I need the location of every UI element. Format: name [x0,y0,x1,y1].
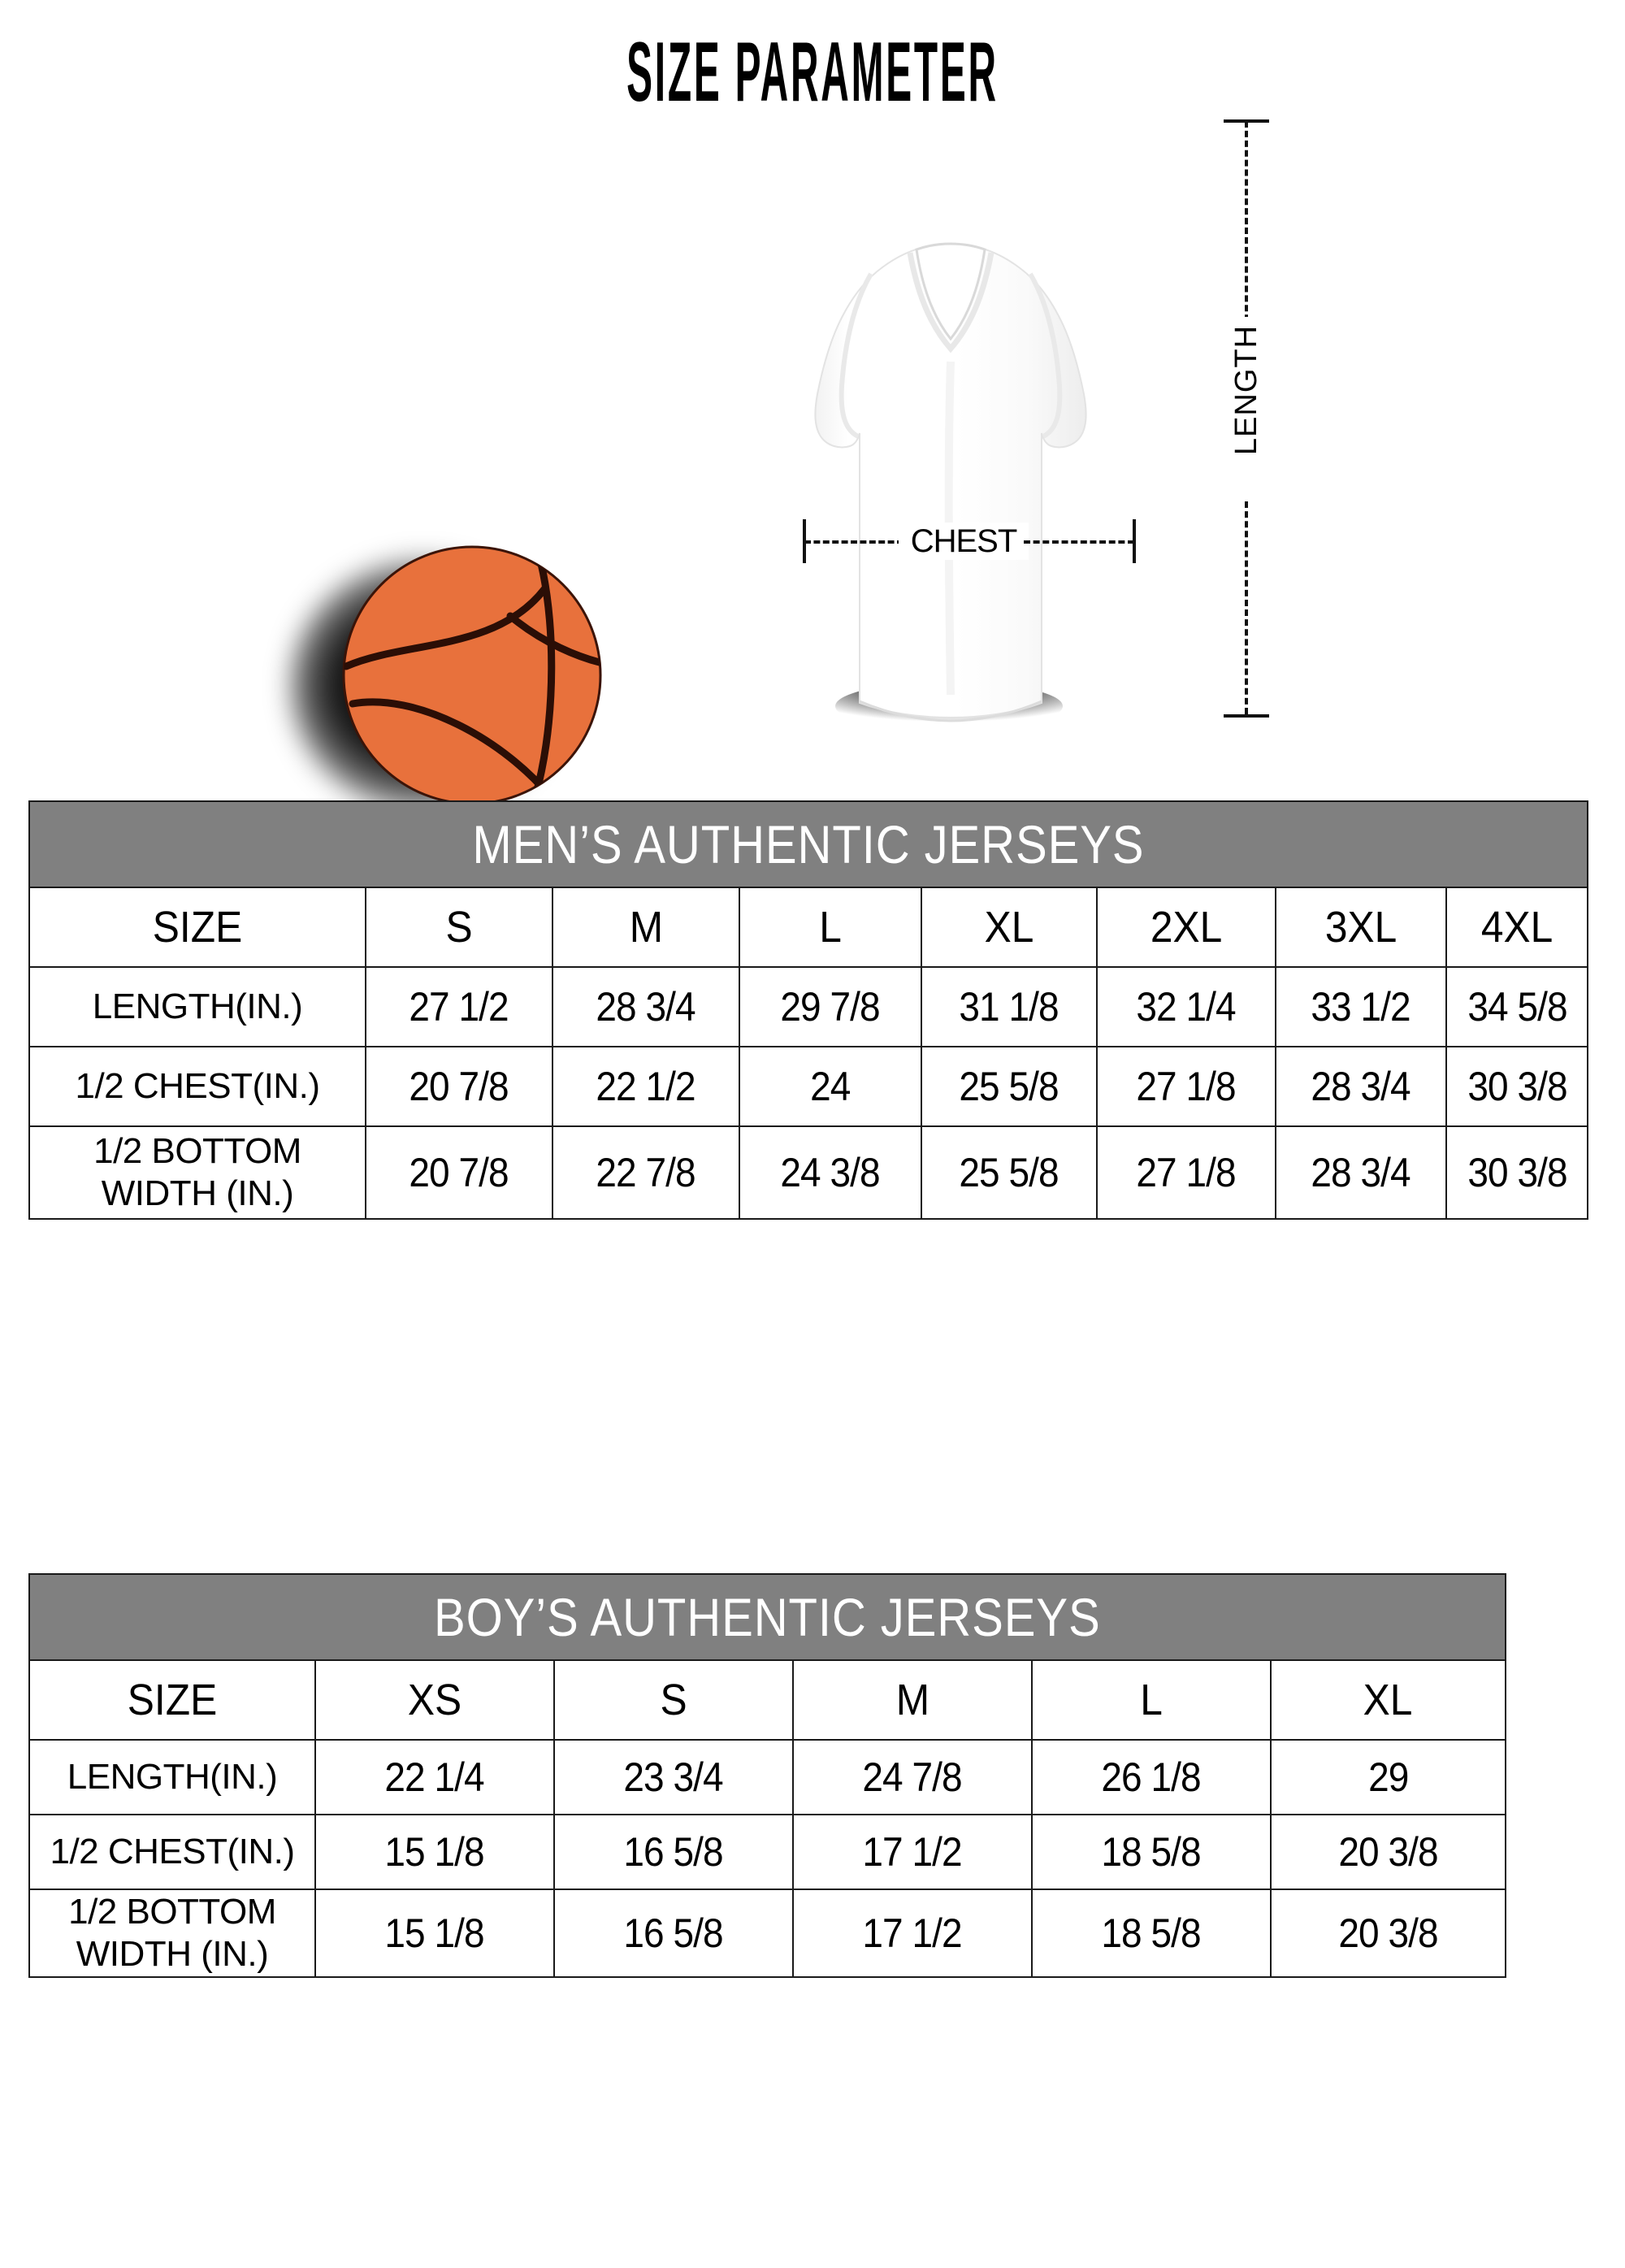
boys-header-row: SIZE XS S M L XL [28,1659,1507,1741]
table-row: LENGTH(IN.) 27 1/2 28 3/4 29 7/8 31 1/8 … [28,966,1589,1047]
mens-length-3xl: 33 1/2 [1275,966,1447,1047]
mens-header-row: SIZE S M L XL 2XL 3XL 4XL [28,887,1589,968]
jersey-svg [814,242,1087,731]
mens-length-m: 28 3/4 [552,966,740,1047]
boys-chest-l: 18 5/8 [1031,1814,1272,1890]
boys-chest-m: 17 1/2 [792,1814,1033,1890]
table-row: 1/2 CHEST(IN.) 20 7/8 22 1/2 24 25 5/8 2… [28,1046,1589,1127]
page-title: SIZE PARAMETER [626,25,999,119]
mens-length-2xl: 32 1/4 [1096,966,1276,1047]
boys-row-label-length: LENGTH(IN.) [28,1739,316,1815]
table-row: 1/2 CHEST(IN.) 15 1/8 16 5/8 17 1/2 18 5… [28,1814,1507,1890]
basketball-jersey-icon [780,102,1121,784]
mens-row-label-chest: 1/2 CHEST(IN.) [28,1046,366,1127]
basketball-svg [342,545,602,805]
mens-length-l: 29 7/8 [739,966,922,1047]
boys-chest-xl: 20 3/8 [1269,1814,1507,1890]
boys-bottom-xl: 20 3/8 [1269,1889,1507,1978]
chest-line-left [804,540,904,544]
mens-chest-l: 24 [739,1046,922,1127]
mens-col-xl: XL [921,887,1098,968]
boys-col-xl: XL [1269,1659,1507,1741]
mens-chest-s: 20 7/8 [365,1046,553,1127]
chest-cap-right [1133,519,1136,563]
boys-col-l: L [1031,1659,1272,1741]
boys-col-s: S [553,1659,794,1741]
mens-bottom-l: 24 3/8 [739,1125,922,1220]
boys-length-m: 24 7/8 [792,1739,1033,1815]
mens-bottom-2xl: 27 1/8 [1096,1125,1276,1220]
length-dimension: LENGTH [1202,111,1300,753]
boys-band-row: BOY’S AUTHENTIC JERSEYS [28,1573,1507,1661]
chest-line-right [1024,540,1134,544]
boys-chest-xs: 15 1/8 [314,1814,555,1890]
mens-length-s: 27 1/2 [365,966,553,1047]
boys-row-label-chest: 1/2 CHEST(IN.) [28,1814,316,1890]
mens-chest-4xl: 30 3/8 [1445,1046,1589,1127]
chest-dimension: CHEST [798,516,1139,566]
mens-col-size: SIZE [28,887,366,968]
length-line-top [1245,121,1248,340]
mens-band-row: MEN’S AUTHENTIC JERSEYS [28,800,1589,888]
mens-length-4xl: 34 5/8 [1445,966,1589,1047]
boys-bottom-l: 18 5/8 [1031,1889,1272,1978]
basketball-icon [291,544,634,853]
mens-bottom-3xl: 28 3/4 [1275,1125,1447,1220]
mens-bottom-m: 22 7/8 [552,1125,740,1220]
mens-length-xl: 31 1/8 [921,966,1098,1047]
mens-bottom-4xl: 30 3/8 [1445,1125,1589,1220]
boys-bottom-m: 17 1/2 [792,1889,1033,1978]
table-row: 1/2 BOTTOM WIDTH (IN.) 20 7/8 22 7/8 24 … [28,1125,1589,1220]
mens-chest-3xl: 28 3/4 [1275,1046,1447,1127]
mens-chest-m: 22 1/2 [552,1046,740,1127]
mens-col-2xl: 2XL [1096,887,1276,968]
boys-bottom-s: 16 5/8 [553,1889,794,1978]
table-row: 1/2 BOTTOM WIDTH (IN.) 15 1/8 16 5/8 17 … [28,1889,1507,1978]
boys-length-xl: 29 [1269,1739,1507,1815]
boys-length-l: 26 1/8 [1031,1739,1272,1815]
mens-bottom-s: 20 7/8 [365,1125,553,1220]
length-line-bottom [1245,501,1248,714]
mens-col-4xl: 4XL [1445,887,1589,968]
boys-chest-s: 16 5/8 [553,1814,794,1890]
mens-band-title: MEN’S AUTHENTIC JERSEYS [28,800,1589,888]
mens-col-l: L [739,887,922,968]
boys-col-size: SIZE [28,1659,316,1741]
illustration-area: CHEST LENGTH [0,119,1625,813]
boys-col-m: M [792,1659,1033,1741]
chest-label: CHEST [899,523,1029,560]
mens-chest-2xl: 27 1/8 [1096,1046,1276,1127]
length-cap-bottom [1224,714,1269,718]
boys-band-title: BOY’S AUTHENTIC JERSEYS [28,1573,1507,1661]
boys-length-s: 23 3/4 [553,1739,794,1815]
mens-bottom-xl: 25 5/8 [921,1125,1098,1220]
boys-bottom-xs: 15 1/8 [314,1889,555,1978]
mens-size-table: MEN’S AUTHENTIC JERSEYS SIZE S M L XL 2X… [28,800,1589,1220]
boys-size-table: BOY’S AUTHENTIC JERSEYS SIZE XS S M L XL… [28,1573,1507,1978]
boys-col-xs: XS [314,1659,555,1741]
mens-row-label-length: LENGTH(IN.) [28,966,366,1047]
mens-chest-xl: 25 5/8 [921,1046,1098,1127]
boys-row-label-bottom: 1/2 BOTTOM WIDTH (IN.) [28,1889,316,1978]
mens-col-3xl: 3XL [1275,887,1447,968]
mens-row-label-bottom: 1/2 BOTTOM WIDTH (IN.) [28,1125,366,1220]
length-label: LENGTH [1228,317,1265,463]
mens-col-m: M [552,887,740,968]
boys-length-xs: 22 1/4 [314,1739,555,1815]
mens-col-s: S [365,887,553,968]
table-row: LENGTH(IN.) 22 1/4 23 3/4 24 7/8 26 1/8 … [28,1739,1507,1815]
